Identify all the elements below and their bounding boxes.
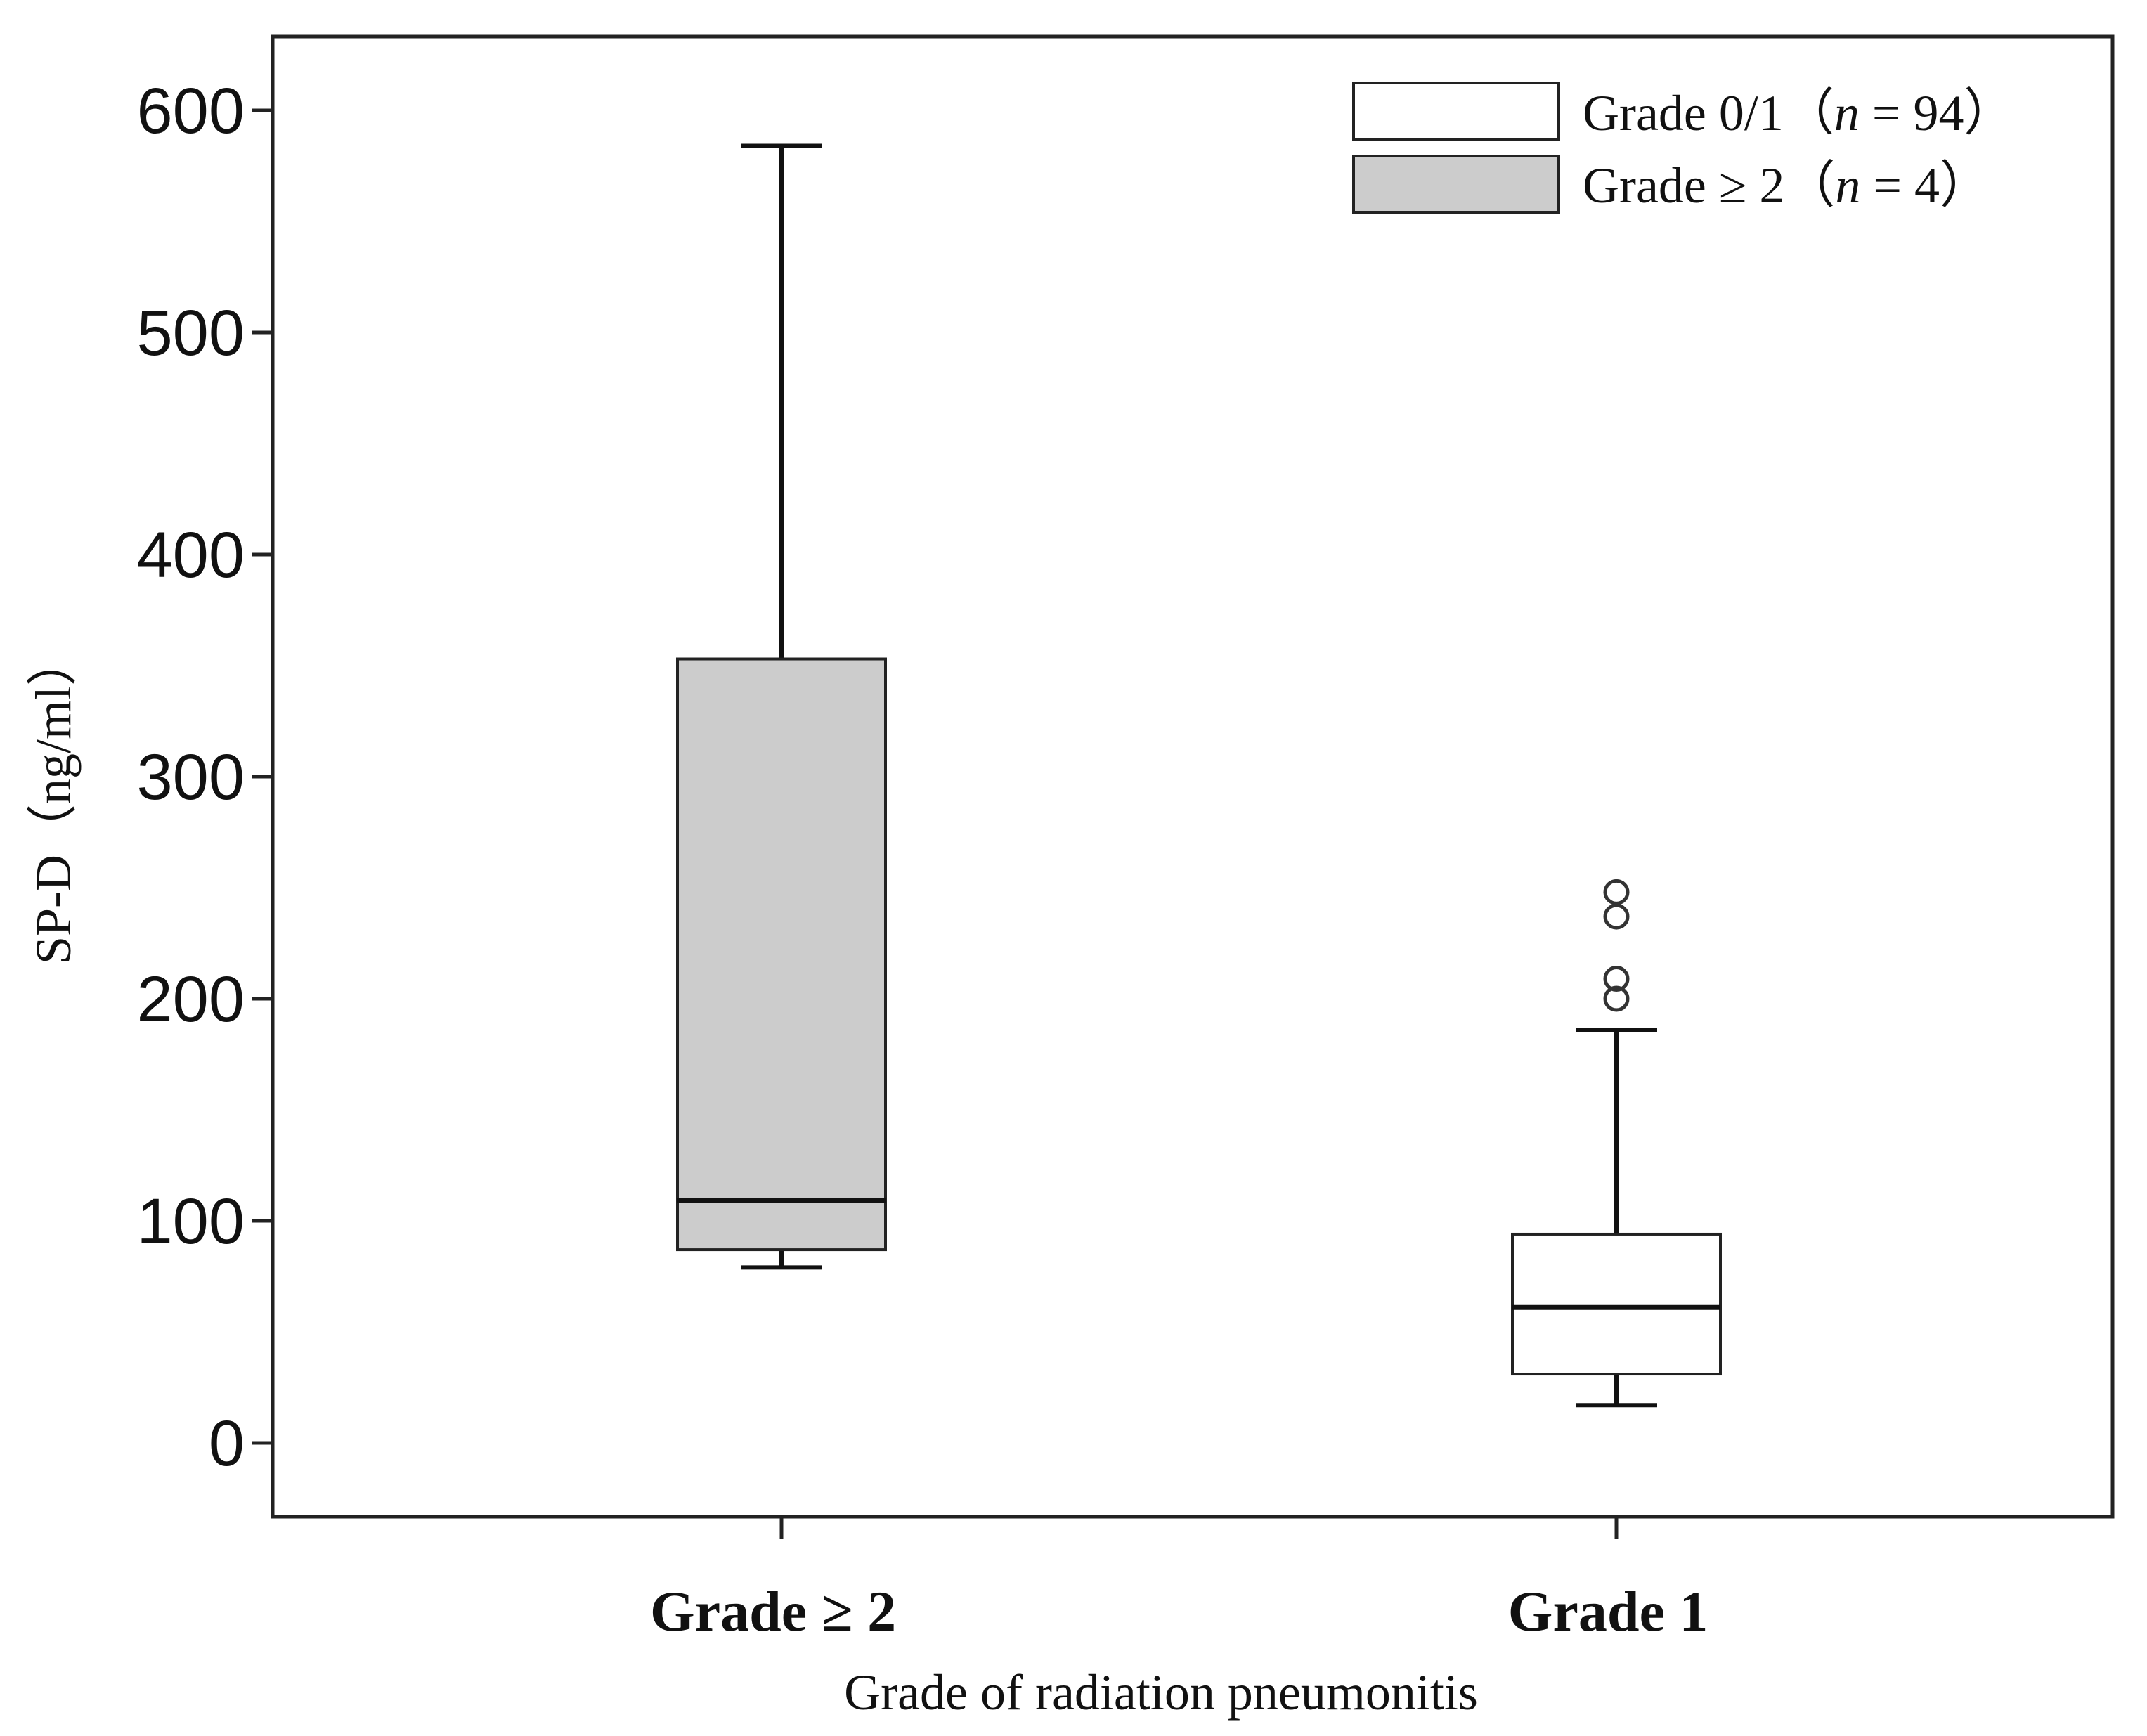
legend-label-grade-2-plus: Grade ≥ 2（n = 4） [1583, 157, 1990, 214]
box-iqr [1511, 1232, 1722, 1376]
outlier-point [1603, 966, 1630, 992]
y-tick-label: 400 [137, 519, 245, 591]
y-tick-label: 300 [137, 741, 245, 813]
box-series [676, 143, 1722, 1408]
y-tick-label: 100 [137, 1186, 245, 1257]
legend-swatch-grade-0-1 [1352, 82, 1560, 141]
legend: Grade 0/1（n = 94） Grade ≥ 2（n = 4） [1352, 82, 2015, 214]
y-tick-label: 200 [137, 964, 245, 1035]
plot-frame [271, 34, 2115, 1519]
y-tick-label: 500 [137, 297, 245, 369]
outlier-point [1603, 879, 1630, 905]
box-iqr [676, 657, 887, 1252]
y-tick-label: 0 [209, 1408, 245, 1479]
x-axis: Grade ≥ 2 Grade 1 [650, 1517, 1708, 1643]
legend-label-grade-0-1: Grade 0/1（n = 94） [1583, 85, 2015, 141]
x-tick-label: Grade ≥ 2 [650, 1579, 896, 1643]
y-axis: 0 100 200 300 400 500 600 [137, 75, 273, 1479]
outlier-point [1603, 985, 1630, 1012]
outlier-point [1603, 903, 1630, 930]
x-axis-title: Grade of radiation pneumonitis [844, 1664, 1478, 1721]
legend-swatch-grade-2-plus [1352, 155, 1560, 214]
y-tick-label: 600 [137, 75, 245, 147]
y-axis-title: SP-D（ng/ml） [25, 635, 82, 964]
x-tick-label: Grade 1 [1508, 1579, 1708, 1643]
